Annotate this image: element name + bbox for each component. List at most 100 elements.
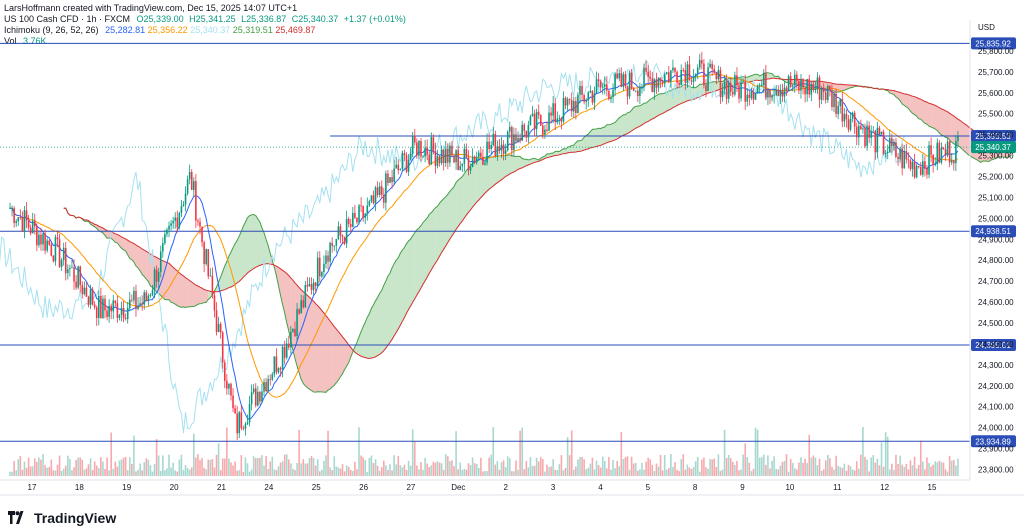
volume-bar [203,467,205,476]
candle-body [527,124,530,138]
volume-bar [277,466,280,476]
candle-body [570,100,573,112]
time-tick-label: 5 [646,483,651,492]
volume-bar [911,465,914,476]
candle-body [362,205,364,218]
volume-bar [240,455,243,476]
candle-body [120,307,123,315]
candle-body [558,118,561,119]
candle-body [444,149,447,164]
candle-body [915,165,918,178]
volume-bar [496,461,499,476]
volume-bar [85,468,88,476]
candle-body [168,225,170,230]
candle-body [85,287,88,297]
volume-bar [91,469,94,476]
candle-body [356,217,358,223]
candle-body [58,239,61,267]
volume-bar [593,469,596,476]
volume-bar [15,470,17,476]
volume-bar [23,461,26,476]
candle-body [793,74,796,86]
candle-body [316,257,319,287]
volume-bar [36,461,38,476]
candle-body [137,305,139,309]
volume-bar [184,465,187,476]
volume-bar [955,465,957,476]
candle-body [800,79,802,91]
candle-body [508,127,511,132]
candle-body [599,81,602,88]
candle-body [610,97,612,100]
candle-body [159,251,162,272]
price-tick-label: 23,800.00 [978,466,1014,475]
candle-body [469,167,472,171]
volume-bar [833,469,835,476]
candle-body [294,328,296,336]
candle-body [779,89,782,96]
candle-body [199,221,201,227]
candle-body [13,208,15,224]
volume-bar [928,463,930,476]
volume-bar [775,468,777,476]
candle-body [760,85,763,86]
volume-bar [296,463,298,476]
candle-body [928,145,930,175]
volume-bar [337,467,340,476]
candle-body [339,226,342,236]
volume-bar [114,461,117,476]
credit-text: LarsHoffmann created with TradingView.co… [4,3,298,13]
volume-bar [391,470,393,476]
candle-body [250,392,253,405]
candle-body [407,159,410,172]
candle-body [895,142,897,157]
candle-body [715,72,718,80]
volume-bar [845,470,848,476]
candle-body [203,242,205,265]
candle-body [868,125,870,138]
volume-bar [573,469,575,476]
candle-body [333,245,336,247]
candle-body [50,244,53,256]
cloud-segment [931,103,952,143]
cloud-segment [167,262,188,308]
candle-body [907,159,910,161]
volume-bar [606,468,608,476]
volume-bar [705,467,707,476]
cloud-segment [765,72,787,83]
volume-bar [306,463,309,476]
symbol-label[interactable]: US 100 Cash CFD · 1h · FXCM [4,14,131,24]
volume-bar [162,455,164,476]
tradingview-brand[interactable]: TradingView [6,510,116,526]
candle-body [657,77,660,88]
candle-body [83,287,86,295]
volume-bar [612,460,614,476]
volume-bar [176,471,179,476]
candle-body [736,75,738,86]
volume-bar [659,454,662,476]
price-tick-label: 24,200.00 [978,382,1014,391]
volume-label[interactable]: Vol [4,36,17,46]
volume-bar [537,461,540,476]
candle-body [593,93,596,103]
volume-bar [385,465,387,476]
volume-bar [407,460,410,476]
candle-body [548,112,550,131]
candle-body [709,63,711,68]
candle-body [267,379,269,392]
candle-body [124,318,127,320]
volume-bar [765,464,767,476]
candle-body [11,208,13,209]
candle-body [226,380,228,389]
ichimoku-label[interactable]: Ichimoku (9, 26, 52, 26) [4,25,99,35]
volume-bar [624,457,627,476]
volume-bar [42,454,44,476]
volume-bar [46,467,48,476]
candle-body [44,233,46,251]
candle-body [17,217,20,222]
volume-bar [376,465,379,476]
volume-bar [170,467,172,476]
price-tick-label: 24,600.00 [978,298,1014,307]
volume-bar [294,470,296,476]
